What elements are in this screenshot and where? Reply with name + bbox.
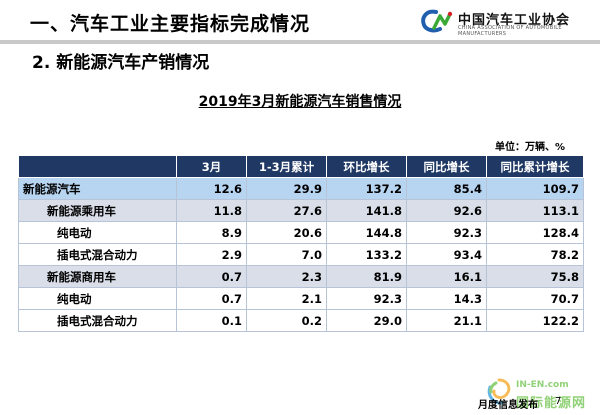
caam-logo-icon <box>421 9 453 33</box>
table-title: 2019年3月新能源汽车销售情况 <box>198 94 402 110</box>
column-header: 环比增长 <box>326 155 407 178</box>
table-cell: 20.6 <box>246 221 327 244</box>
row-label: 新能源商用车 <box>18 265 177 288</box>
watermark-url: IN-EN.com <box>516 380 569 390</box>
table-cell: 2.3 <box>246 265 327 288</box>
table-cell: 0.1 <box>176 309 247 332</box>
row-label: 纯电动 <box>18 221 177 244</box>
table-cell: 144.8 <box>326 221 407 244</box>
column-header <box>18 155 177 178</box>
table-cell: 29.0 <box>326 309 407 332</box>
table-cell: 0.2 <box>246 309 327 332</box>
table-cell: 122.2 <box>486 309 584 332</box>
table-cell: 29.9 <box>246 177 327 200</box>
table-row: 新能源商用车 0.7 2.3 81.9 16.1 75.8 <box>18 265 584 288</box>
table-cell: 0.7 <box>176 265 247 288</box>
table-cell: 133.2 <box>326 243 407 266</box>
watermark: IN-EN.com 国际能源网 <box>480 371 600 415</box>
table-cell: 92.6 <box>406 199 487 222</box>
row-label: 插电式混合动力 <box>18 309 177 332</box>
sales-table: 3月 1-3月累计 环比增长 同比增长 同比累计增长 新能源汽车 12.6 29… <box>18 155 584 332</box>
table-row: 纯电动 8.9 20.6 144.8 92.3 128.4 <box>18 221 584 244</box>
table-cell: 16.1 <box>406 265 487 288</box>
table-cell: 8.9 <box>176 221 247 244</box>
row-label: 新能源乘用车 <box>18 199 177 222</box>
table-cell: 27.6 <box>246 199 327 222</box>
header-divider <box>0 40 600 44</box>
table-cell: 81.9 <box>326 265 407 288</box>
table-cell: 128.4 <box>486 221 584 244</box>
row-label: 新能源汽车 <box>18 177 177 200</box>
page-number: 7 <box>555 396 562 407</box>
table-cell: 0.7 <box>176 287 247 310</box>
swirl-icon <box>487 378 511 405</box>
table-cell: 85.4 <box>406 177 487 200</box>
row-label: 插电式混合动力 <box>18 243 177 266</box>
column-header: 3月 <box>176 155 247 178</box>
table-cell: 21.1 <box>406 309 487 332</box>
table-row: 新能源乘用车 11.8 27.6 141.8 92.6 113.1 <box>18 199 584 222</box>
table-cell: 93.4 <box>406 243 487 266</box>
table-cell: 14.3 <box>406 287 487 310</box>
table-cell: 92.3 <box>406 221 487 244</box>
table-header-row: 3月 1-3月累计 环比增长 同比增长 同比累计增长 <box>18 155 584 178</box>
page-header-title: 一、汽车工业主要指标完成情况 <box>30 13 311 35</box>
section-title: 2. 新能源汽车产销情况 <box>32 53 210 73</box>
column-header: 同比累计增长 <box>486 155 584 178</box>
footer-text: 月度信息发布 <box>478 400 538 411</box>
table-cell: 78.2 <box>486 243 584 266</box>
table-row: 插电式混合动力 2.9 7.0 133.2 93.4 78.2 <box>18 243 584 266</box>
table-cell: 70.7 <box>486 287 584 310</box>
unit-label: 单位：万辆、% <box>494 142 565 153</box>
table-cell: 113.1 <box>486 199 584 222</box>
caam-logo: 中国汽车工业协会 CHINA ASSOCIATION OF AUTOMOBILE… <box>420 8 598 37</box>
header: 一、汽车工业主要指标完成情况 中国汽车工业协会 CHINA ASSOCIATIO… <box>0 0 600 44</box>
table-cell: 75.8 <box>486 265 584 288</box>
table-cell: 137.2 <box>326 177 407 200</box>
table-cell: 2.9 <box>176 243 247 266</box>
table-row: 新能源汽车 12.6 29.9 137.2 85.4 109.7 <box>18 177 584 200</box>
table-cell: 92.3 <box>326 287 407 310</box>
table-cell: 2.1 <box>246 287 327 310</box>
row-label: 纯电动 <box>18 287 177 310</box>
watermark-text: 国际能源网 <box>516 396 587 411</box>
table-row: 插电式混合动力 0.1 0.2 29.0 21.1 122.2 <box>18 309 584 332</box>
column-header: 1-3月累计 <box>246 155 327 178</box>
table-cell: 12.6 <box>176 177 247 200</box>
table-cell: 109.7 <box>486 177 584 200</box>
table-cell: 7.0 <box>246 243 327 266</box>
table-cell: 141.8 <box>326 199 407 222</box>
column-header: 同比增长 <box>406 155 487 178</box>
caam-logo-text: 中国汽车工业协会 <box>458 13 571 28</box>
table-cell: 11.8 <box>176 199 247 222</box>
caam-logo-subtext: CHINA ASSOCIATION OF AUTOMOBILE MANUFACT… <box>458 25 562 37</box>
table-row: 纯电动 0.7 2.1 92.3 14.3 70.7 <box>18 287 584 310</box>
